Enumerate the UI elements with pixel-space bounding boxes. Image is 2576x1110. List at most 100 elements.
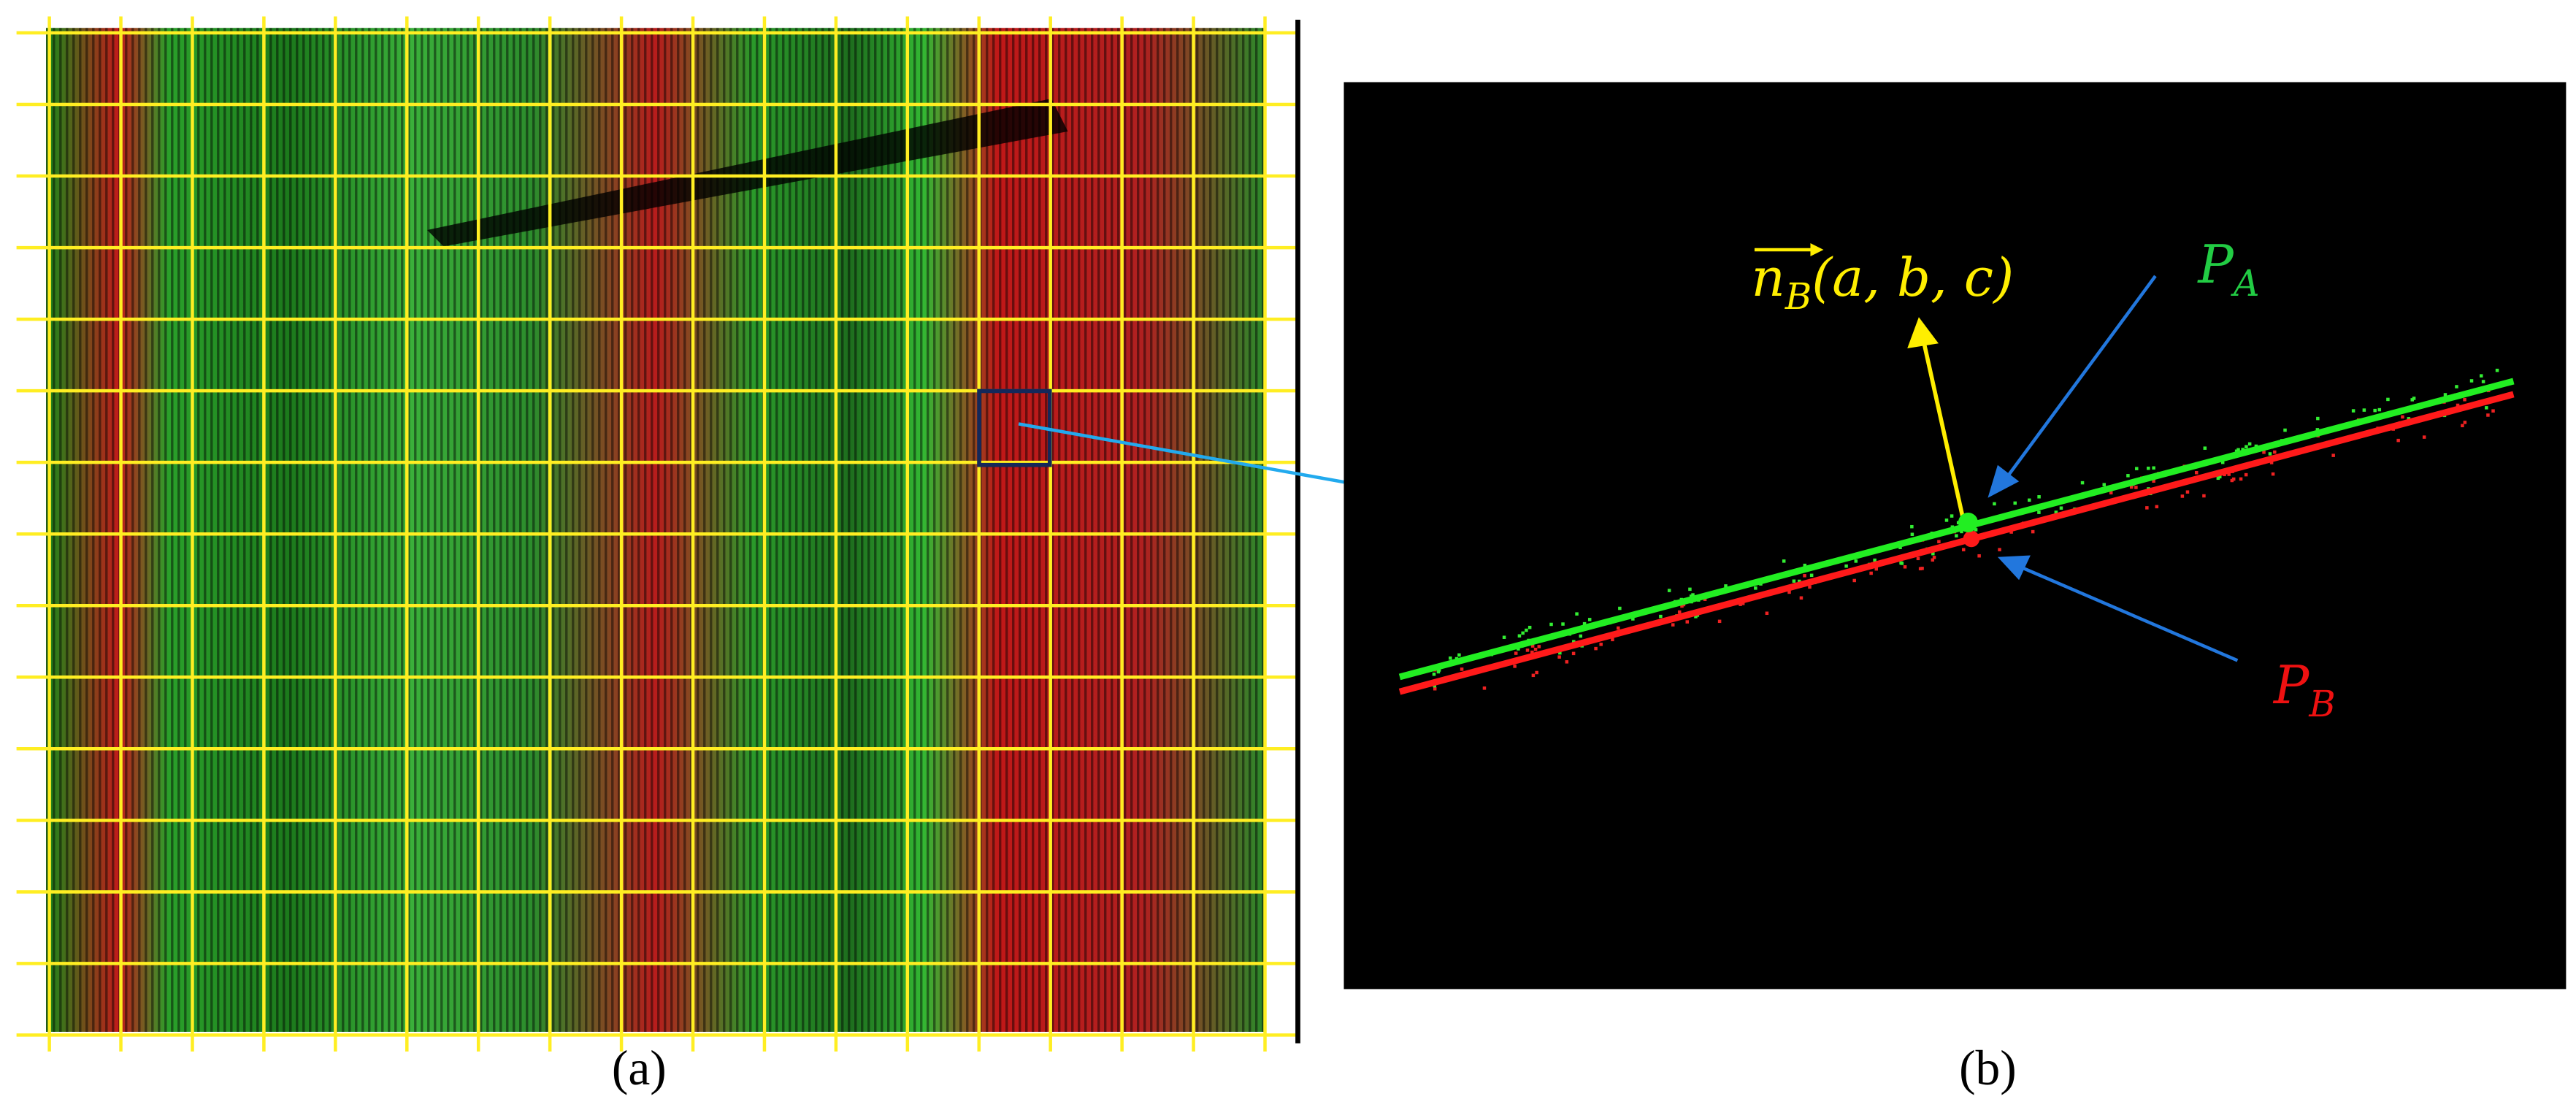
scatter-point bbox=[1631, 617, 1635, 621]
panel-b: nB(a, b, c) PA PB (b) bbox=[1343, 82, 2567, 1095]
scatter-point bbox=[2109, 491, 2113, 495]
scatter-point bbox=[2202, 494, 2206, 498]
scatter-point bbox=[2422, 435, 2426, 439]
scatter-point bbox=[1787, 590, 1791, 594]
scatter-point bbox=[2373, 408, 2377, 413]
scatter-point bbox=[1937, 540, 1941, 543]
scatter-point bbox=[2401, 415, 2404, 419]
scatter-point bbox=[1898, 546, 1902, 550]
scatter-point bbox=[1677, 610, 1682, 614]
scatter-point bbox=[2283, 428, 2287, 432]
scatter-point bbox=[1533, 648, 1538, 651]
scatter-point bbox=[1694, 615, 1698, 619]
scatter-point bbox=[2145, 506, 2149, 510]
scatter-point bbox=[1565, 660, 1569, 664]
scatter-point bbox=[2155, 505, 2159, 509]
scatter-point bbox=[1792, 579, 1796, 583]
scatter-point bbox=[2443, 393, 2447, 397]
scatter-point bbox=[1754, 586, 1757, 590]
scatter-point bbox=[1517, 634, 1522, 638]
scatter-point bbox=[2410, 398, 2414, 402]
scatter-point bbox=[2480, 374, 2483, 378]
scatter-point bbox=[2377, 407, 2382, 412]
scatter-point bbox=[2135, 467, 2139, 470]
scatter-point bbox=[1803, 563, 1807, 567]
point-a bbox=[1958, 512, 1978, 532]
scatter-point bbox=[2134, 486, 2138, 489]
scatter-point bbox=[2481, 380, 2485, 383]
point-b bbox=[1963, 530, 1980, 548]
scatter-point bbox=[1799, 596, 1803, 600]
scatter-point bbox=[2227, 472, 2231, 476]
scatter-point bbox=[2412, 397, 2416, 400]
scatter-point bbox=[2245, 445, 2248, 448]
scatter-point bbox=[2230, 478, 2234, 483]
scatter-point bbox=[2080, 481, 2085, 485]
scatter-point bbox=[1680, 604, 1684, 608]
scatter-point bbox=[1433, 684, 1437, 688]
scatter-point bbox=[1482, 686, 1487, 690]
scatter-point bbox=[2013, 501, 2017, 505]
scatter-point bbox=[1874, 567, 1878, 571]
scatter-point bbox=[1617, 626, 1620, 630]
scatter-point bbox=[1535, 670, 1538, 675]
scatter-point bbox=[1854, 559, 1858, 563]
scatter-point bbox=[1685, 620, 1690, 624]
scatter-point bbox=[1432, 673, 1436, 676]
scatter-point bbox=[2463, 397, 2466, 402]
scatter-point bbox=[1932, 556, 1936, 559]
scatter-point bbox=[2241, 448, 2245, 451]
scatter-point bbox=[2316, 416, 2320, 421]
scatter-point bbox=[2216, 476, 2220, 481]
scatter-point bbox=[1961, 548, 1966, 551]
scatter-point bbox=[1765, 611, 1769, 616]
normal-arrow bbox=[1921, 341, 1966, 520]
scatter-point bbox=[1869, 571, 1873, 575]
pb-sub: B bbox=[2308, 683, 2335, 725]
scatter-point bbox=[1449, 656, 1452, 660]
scatter-point bbox=[2102, 483, 2107, 486]
scatter-point bbox=[1910, 524, 1914, 529]
scatter-point bbox=[2185, 490, 2190, 494]
scatter-point bbox=[2234, 449, 2239, 453]
scatter-point bbox=[2180, 494, 2185, 498]
scatter-point bbox=[1950, 514, 1954, 518]
point-cloud-texture bbox=[46, 28, 1265, 1032]
scatter-point bbox=[2054, 510, 2058, 514]
pb-base: P bbox=[2272, 654, 2310, 716]
scatter-point bbox=[1436, 670, 1441, 674]
scatter-point bbox=[2455, 385, 2458, 388]
scatter-point bbox=[2486, 413, 2490, 417]
scatter-point bbox=[2231, 477, 2236, 481]
plane-b bbox=[1398, 391, 2515, 695]
scatter-point bbox=[1531, 673, 1536, 678]
scatter-point bbox=[1931, 551, 1935, 556]
scatter-point bbox=[1579, 634, 1583, 638]
scatter-point bbox=[2362, 408, 2366, 412]
scatter-point bbox=[2456, 403, 2460, 407]
scatter-point bbox=[2203, 446, 2207, 450]
scatter-point bbox=[1993, 502, 1996, 506]
scatter-point bbox=[1809, 573, 1814, 578]
scatter-point bbox=[1739, 602, 1742, 606]
scatter-point bbox=[2463, 421, 2467, 424]
normal-vector: n bbox=[1751, 247, 1785, 308]
scatter-point bbox=[2268, 452, 2272, 456]
scatter-point bbox=[1437, 668, 1441, 672]
scatter-point bbox=[1611, 638, 1614, 642]
scatter-point bbox=[1724, 584, 1728, 588]
scatter-point bbox=[1844, 564, 1848, 568]
scatter-point bbox=[2028, 498, 2031, 502]
scatter-point bbox=[1460, 667, 1464, 671]
scatter-point bbox=[1798, 579, 1801, 583]
scatter-point bbox=[2491, 409, 2495, 413]
scatter-point bbox=[2037, 495, 2041, 499]
normal-args: (a, b, c) bbox=[1812, 247, 2014, 308]
scatter-point bbox=[1910, 532, 1914, 537]
scatter-point bbox=[1998, 548, 2001, 551]
scatter-point bbox=[2152, 466, 2155, 470]
scatter-point bbox=[2351, 409, 2355, 413]
scatter-point bbox=[1667, 589, 1671, 592]
